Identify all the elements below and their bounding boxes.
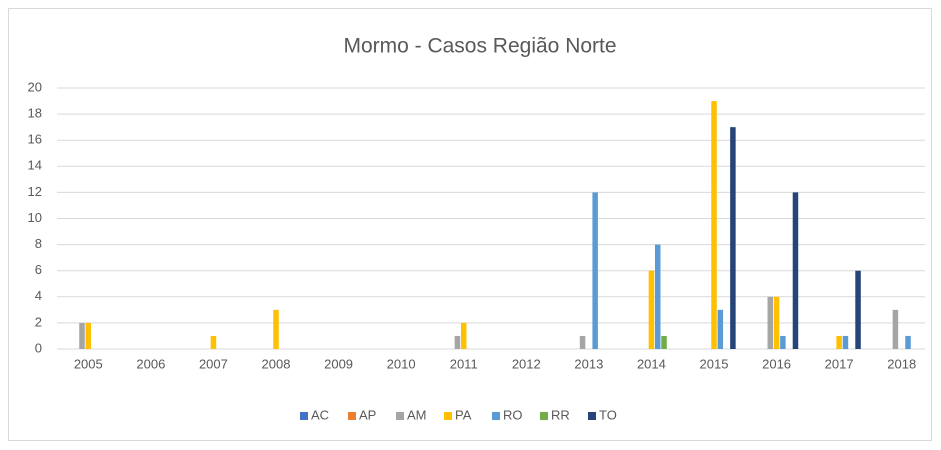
legend-swatch (300, 412, 308, 420)
y-tick-label: 8 (35, 236, 42, 251)
legend-swatch (348, 412, 356, 420)
bar (454, 335, 461, 349)
legend-swatch (540, 412, 548, 420)
x-tick-label: 2012 (512, 356, 541, 371)
chart-title: Mormo - Casos Região Norte (343, 35, 616, 58)
bar (460, 322, 467, 349)
legend-swatch (444, 412, 452, 420)
x-tick-label: 2011 (450, 356, 478, 371)
bar (792, 192, 799, 349)
y-tick-label: 14 (28, 158, 42, 173)
bar (842, 335, 849, 349)
bar (648, 270, 655, 349)
bar (79, 322, 85, 349)
bar (85, 322, 92, 349)
y-tick-label: 0 (35, 340, 42, 355)
bar (892, 309, 899, 349)
legend-label: AC (311, 407, 329, 422)
legend-label: AP (359, 407, 376, 422)
bar (767, 296, 774, 349)
y-tick-label: 4 (35, 288, 42, 303)
bar (717, 309, 724, 349)
bar (592, 192, 598, 349)
legend-label: RR (551, 407, 570, 422)
x-tick-label: 2016 (762, 356, 791, 371)
x-tick-label: 2010 (387, 356, 416, 371)
x-tick-label: 2009 (324, 356, 353, 371)
legend-swatch (396, 412, 404, 420)
y-tick-label: 2 (35, 314, 42, 329)
y-tick-label: 20 (28, 79, 42, 94)
bar (210, 335, 217, 349)
x-tick-label: 2006 (136, 356, 165, 371)
bar (711, 101, 717, 349)
legend-label: PA (455, 407, 472, 422)
bar (780, 335, 786, 349)
bar (654, 244, 661, 349)
x-tick-label: 2018 (887, 356, 916, 371)
x-tick-label: 2008 (262, 356, 291, 371)
bar (661, 335, 667, 349)
bar (905, 335, 911, 349)
legend-label: RO (503, 407, 523, 422)
bar (730, 127, 736, 350)
y-tick-label: 6 (35, 262, 42, 277)
chart-frame (8, 8, 932, 441)
bar (773, 296, 780, 349)
x-tick-label: 2007 (199, 356, 228, 371)
bar (836, 335, 842, 349)
x-tick-label: 2017 (825, 356, 854, 371)
legend-swatch (492, 412, 500, 420)
x-tick-label: 2015 (700, 356, 729, 371)
y-tick-label: 10 (28, 210, 42, 225)
x-tick-label: 2013 (574, 356, 603, 371)
y-tick-label: 12 (28, 184, 42, 199)
bar (273, 309, 279, 349)
legend-label: AM (407, 407, 427, 422)
y-tick-label: 16 (28, 132, 42, 147)
bar (855, 270, 861, 349)
x-tick-label: 2005 (74, 356, 103, 371)
x-tick-label: 2014 (637, 356, 666, 371)
legend-swatch (588, 412, 596, 420)
y-tick-label: 18 (28, 106, 42, 121)
bar (579, 335, 586, 349)
legend-label: TO (599, 407, 617, 422)
